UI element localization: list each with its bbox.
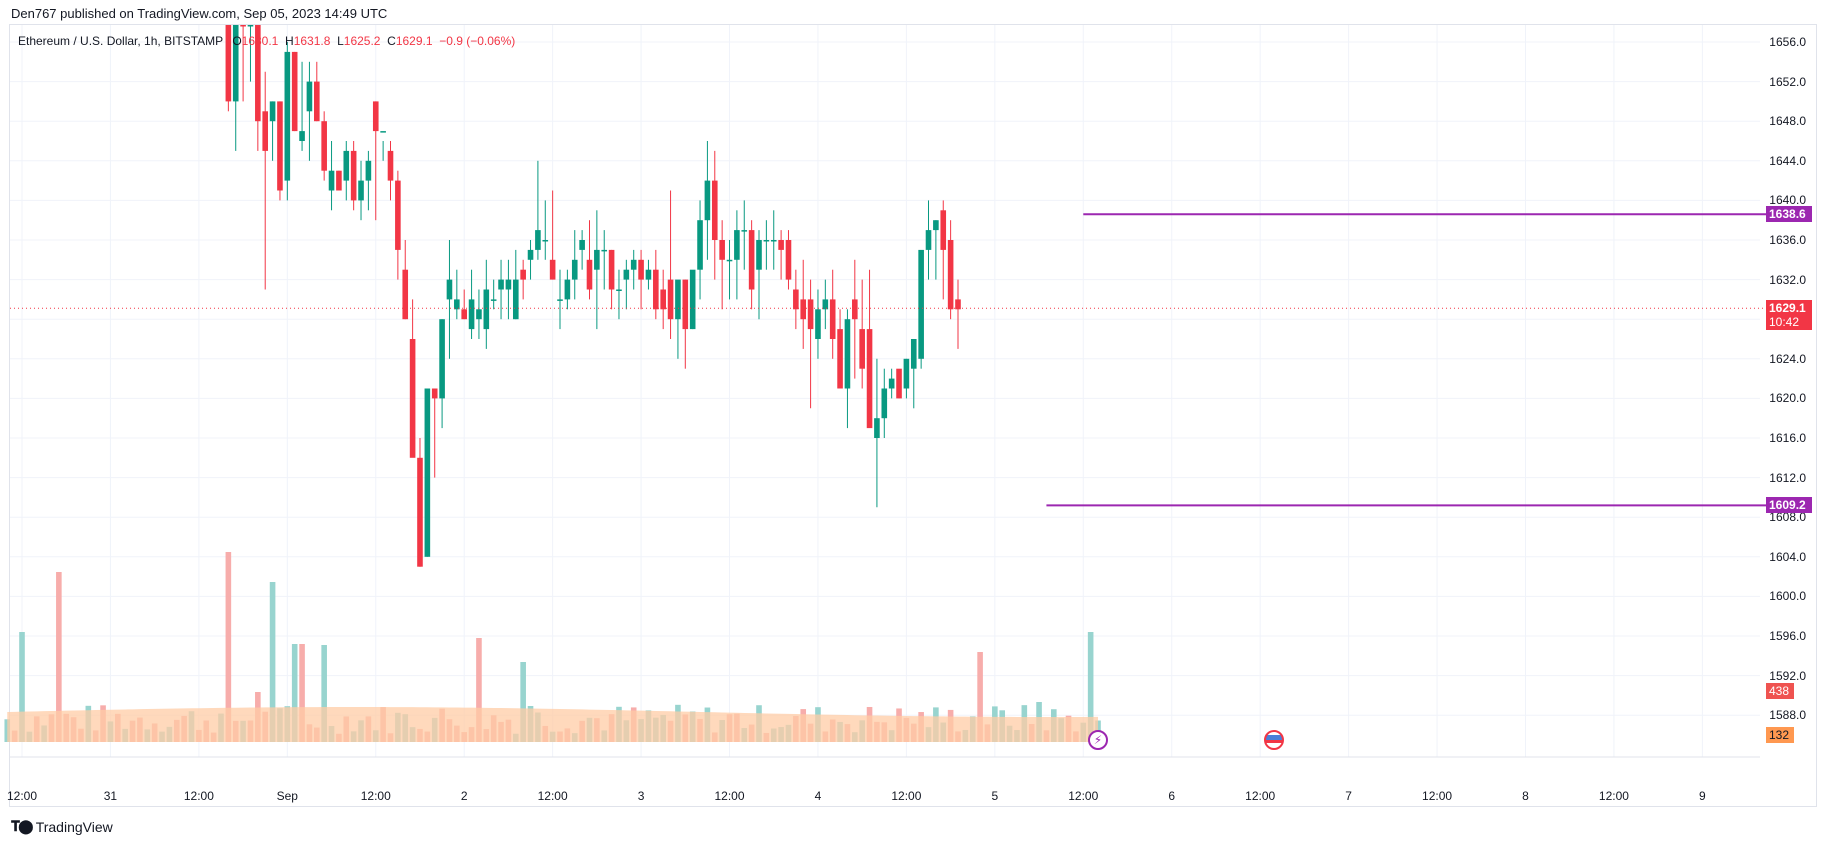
price-tick: 1604.0 [1769, 549, 1806, 564]
price-tick: 1616.0 [1769, 431, 1806, 445]
time-tick: 12:00 [360, 789, 391, 803]
price-tick: 1656.0 [1769, 35, 1806, 49]
bar-countdown: 10:42 [1769, 315, 1800, 329]
price-tick: 1636.0 [1769, 233, 1806, 247]
high-value: 1631.8 [293, 34, 331, 48]
resistance-price-label: 1638.6 [1766, 206, 1812, 222]
time-tick: 8 [1522, 789, 1529, 803]
price-tick: 1648.0 [1769, 114, 1806, 129]
volume-ma-label: 132 [1766, 727, 1794, 743]
price-tick: 1644.0 [1769, 153, 1806, 168]
change-value: −0.9 (−0.06%) [439, 34, 516, 48]
price-tick: 1600.0 [1769, 589, 1806, 604]
time-tick: Sep [276, 789, 298, 803]
time-tick: 12:00 [1598, 789, 1629, 803]
time-tick: 12:00 [537, 789, 568, 803]
volume-value-label: 438 [1766, 683, 1794, 699]
chart-legend: Ethereum / U.S. Dollar, 1h, BITSTAMP O16… [18, 34, 515, 48]
time-tick: 12:00 [1245, 789, 1276, 803]
price-tick: 1652.0 [1769, 74, 1806, 89]
price-tick: 1620.0 [1769, 391, 1806, 406]
close-value: 1629.1 [395, 34, 433, 48]
publish-info: Den767 published on TradingView.com, Sep… [11, 6, 388, 21]
price-tick: 1632.0 [1769, 272, 1806, 287]
price-tick: 1608.0 [1769, 510, 1806, 525]
time-tick: 31 [103, 789, 118, 803]
time-tick: 2 [460, 789, 468, 803]
brand-name: TradingView [35, 818, 113, 835]
time-tick: 12:00 [1068, 789, 1099, 803]
lightning-icon[interactable]: ⚡ [1088, 730, 1108, 750]
last-price-label: 1629.1 10:42 [1766, 300, 1812, 330]
time-tick: 12:00 [183, 789, 214, 803]
time-tick: 12:00 [1422, 789, 1453, 803]
ohlc-values: O1630.1 H1631.8 L1625.2 C1629.1 −0.9 (−0… [232, 34, 516, 48]
time-tick: 7 [1345, 789, 1352, 803]
price-tick: 1588.0 [1769, 708, 1806, 723]
price-tick: 1592.0 [1769, 668, 1806, 683]
low-value: 1625.2 [343, 34, 381, 48]
tradingview-logo-icon: 𝐓⬤ [11, 818, 34, 834]
time-tick: 12:00 [714, 789, 745, 803]
open-value: 1630.1 [241, 34, 279, 48]
chart-frame [9, 24, 1817, 807]
time-tick: 6 [1168, 789, 1176, 803]
price-tick: 1640.0 [1769, 193, 1806, 208]
price-tick: 1624.0 [1769, 351, 1806, 366]
time-tick: 9 [1699, 789, 1706, 803]
us-flag-icon[interactable] [1264, 730, 1284, 750]
price-tick: 1596.0 [1769, 629, 1806, 643]
price-tick: 1612.0 [1769, 470, 1806, 485]
time-tick: 3 [637, 789, 645, 803]
time-tick: 12:00 [891, 789, 922, 803]
time-tick: 4 [814, 789, 822, 803]
time-tick: 12:00 [6, 789, 38, 803]
symbol-title: Ethereum / U.S. Dollar, 1h, BITSTAMP [18, 34, 223, 48]
footer-branding: 𝐓⬤ TradingView [11, 818, 113, 835]
support-price-label: 1609.2 [1766, 497, 1812, 513]
time-tick: 5 [991, 789, 999, 803]
